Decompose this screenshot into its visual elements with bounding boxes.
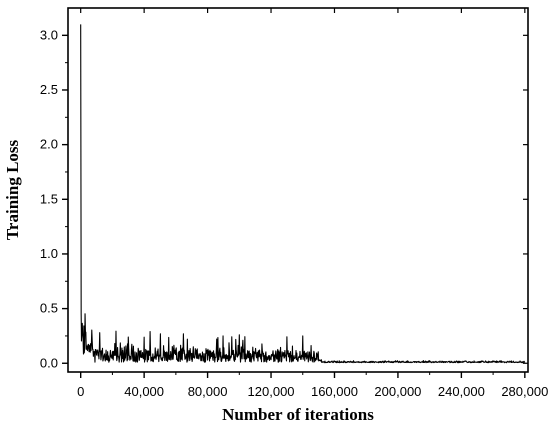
tick-labels: 0 40,000 80,000 120,000 160,000 200,000 240,00… (40, 27, 548, 399)
x-tick-label: 200,000 (374, 384, 421, 399)
plot-area (68, 8, 528, 372)
axes (62, 7, 529, 378)
plot-background (68, 8, 528, 372)
x-tick-label: 80,000 (188, 384, 228, 399)
y-tick-label: 0.0 (40, 355, 58, 370)
x-tick-label: 40,000 (124, 384, 164, 399)
series-layer (80, 24, 526, 364)
y-tick-label: 2.5 (40, 82, 58, 97)
x-axis-title: Number of iterations (222, 405, 374, 424)
y-axis-title: Training Loss (3, 139, 22, 240)
y-tick-label: 3.0 (40, 27, 58, 42)
x-tick-label: 240,000 (438, 384, 485, 399)
y-tick-label: 1.5 (40, 191, 58, 206)
x-tick-label: 0 (77, 384, 84, 399)
x-tick-label: 160,000 (311, 384, 358, 399)
x-tick-label: 280,000 (501, 384, 548, 399)
x-tick-label: 120,000 (248, 384, 295, 399)
y-tick-label: 1.0 (40, 246, 58, 261)
y-tick-label: 0.5 (40, 301, 58, 316)
axes-frame (67, 7, 529, 373)
loss-series-line (80, 24, 526, 364)
y-tick-label: 2.0 (40, 137, 58, 152)
